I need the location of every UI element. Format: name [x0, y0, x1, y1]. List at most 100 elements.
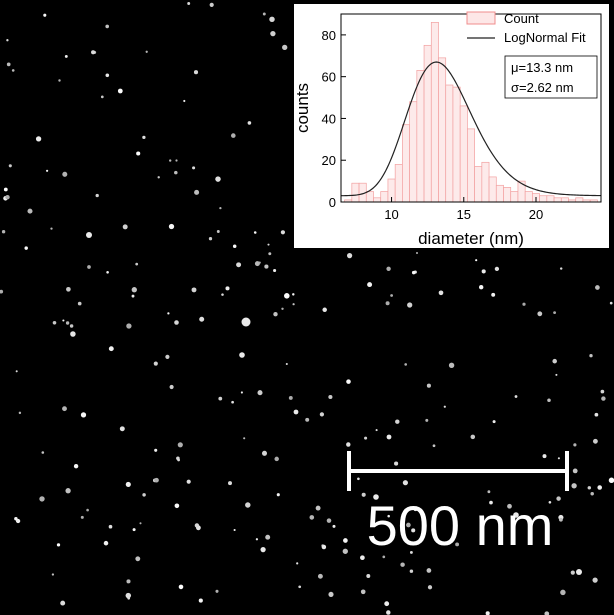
nanoparticle — [570, 570, 575, 575]
nanoparticle — [240, 391, 243, 394]
histogram-bar — [351, 182, 360, 203]
nanoparticle — [425, 418, 429, 422]
nanoparticle — [51, 573, 55, 576]
nanoparticle — [253, 231, 257, 234]
nanoparticle — [601, 396, 606, 401]
histogram-bar — [467, 128, 475, 203]
nanoparticle — [108, 524, 113, 529]
nanoparticle — [394, 461, 399, 466]
nanoparticle — [387, 514, 390, 518]
nanoparticle — [60, 600, 66, 606]
nanoparticle — [595, 285, 600, 290]
nanoparticle — [58, 79, 61, 82]
nanoparticle — [106, 271, 109, 274]
nanoparticle — [64, 54, 68, 58]
nanoparticle — [27, 208, 33, 214]
nanoparticle — [487, 490, 491, 494]
nanoparticle — [131, 287, 137, 293]
nanoparticle — [332, 524, 336, 528]
nanoparticle — [542, 454, 547, 459]
nanoparticle — [231, 400, 234, 404]
nanoparticle — [544, 611, 550, 615]
nanoparticle — [342, 548, 348, 554]
nanoparticle — [592, 438, 598, 444]
nanoparticle — [221, 293, 224, 296]
nanoparticle — [193, 70, 199, 75]
nanoparticle — [192, 166, 196, 170]
nanoparticle — [288, 395, 293, 400]
nanoparticle — [183, 99, 186, 103]
nanoparticle — [125, 592, 132, 599]
histogram-bar — [452, 86, 461, 203]
nanoparticle — [216, 230, 220, 233]
histogram-bar — [409, 101, 418, 203]
nanoparticle — [69, 324, 74, 328]
nanoparticle — [186, 479, 191, 484]
nanoparticle — [273, 268, 277, 273]
nanoparticle — [292, 303, 295, 306]
histogram-bar — [430, 22, 439, 203]
nanoparticle — [409, 550, 413, 554]
nanoparticle — [537, 311, 543, 317]
size-distribution-inset: 10 15 20 0 20 40 60 80 diameter (nm) counts Cou… — [294, 4, 609, 248]
nanoparticle — [507, 503, 512, 509]
histogram-bar — [438, 57, 447, 203]
nanoparticle — [386, 434, 392, 440]
y-tick-label: 80 — [322, 28, 336, 43]
nanoparticle — [18, 411, 22, 415]
nanoparticle — [56, 543, 61, 547]
nanoparticle — [105, 73, 110, 78]
histogram-bar — [510, 191, 519, 203]
nanoparticle — [384, 601, 390, 607]
nanoparticle — [406, 522, 411, 528]
nanoparticle — [178, 584, 184, 590]
nanoparticle — [232, 244, 237, 248]
nanoparticle — [594, 412, 599, 417]
nanoparticle — [305, 417, 310, 422]
nanoparticle — [0, 289, 4, 294]
nanoparticle — [80, 412, 87, 418]
nanoparticle — [119, 426, 125, 432]
nanoparticle — [432, 444, 436, 448]
legend-fit-label: LogNormal Fit — [504, 30, 586, 45]
nanoparticle — [415, 251, 419, 255]
nanoparticle — [66, 286, 71, 292]
nanoparticle — [608, 477, 614, 484]
nanoparticle — [360, 589, 366, 595]
nanoparticle — [175, 159, 178, 162]
nanoparticle — [573, 443, 577, 447]
histogram-bar — [575, 197, 584, 203]
histogram-bar — [445, 84, 454, 203]
scale-bar-label: 500 nm — [366, 494, 554, 557]
nanoparticle — [167, 312, 170, 315]
nanoparticle — [5, 194, 10, 200]
stats-mu: μ=13.3 nm — [511, 60, 573, 75]
histogram-bar — [503, 187, 512, 203]
nanoparticle — [494, 266, 500, 272]
nanoparticle — [375, 429, 378, 432]
nanoparticle — [513, 512, 519, 518]
nanoparticle — [592, 577, 598, 583]
nanoparticle — [6, 39, 9, 42]
nanoparticle — [86, 232, 92, 238]
nanoparticle — [479, 285, 484, 290]
nanoparticle — [367, 282, 373, 288]
nanoparticle — [100, 95, 104, 99]
nanoparticle — [139, 522, 142, 525]
nanoparticle — [8, 164, 12, 168]
nanoparticle — [15, 370, 18, 373]
nanoparticle — [1, 230, 6, 234]
nanoparticle — [62, 406, 67, 412]
y-tick-label: 20 — [322, 153, 336, 168]
nanoparticle — [364, 436, 368, 440]
nanoparticle — [492, 420, 496, 424]
nanoparticle — [228, 481, 232, 486]
x-tick-label: 15 — [457, 207, 471, 222]
nanoparticle — [239, 352, 245, 358]
nanoparticle — [489, 500, 493, 505]
nanoparticle — [548, 500, 552, 504]
nanoparticle — [41, 451, 45, 454]
nanoparticle — [481, 269, 486, 274]
nanoparticle — [424, 520, 427, 523]
